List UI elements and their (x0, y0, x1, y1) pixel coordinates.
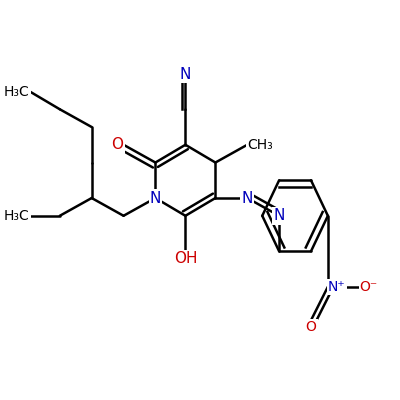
Text: H₃C: H₃C (4, 84, 30, 98)
Text: OH: OH (174, 251, 197, 266)
Text: O: O (306, 320, 316, 334)
Text: N: N (150, 190, 161, 206)
Text: N: N (180, 67, 191, 82)
Text: H₃C: H₃C (4, 209, 30, 223)
Text: O⁻: O⁻ (360, 280, 378, 294)
Text: N: N (274, 208, 285, 223)
Text: N: N (180, 67, 191, 82)
Text: CH₃: CH₃ (247, 138, 273, 152)
Text: O: O (112, 137, 124, 152)
Text: N⁺: N⁺ (328, 280, 346, 294)
Text: N: N (242, 190, 253, 206)
